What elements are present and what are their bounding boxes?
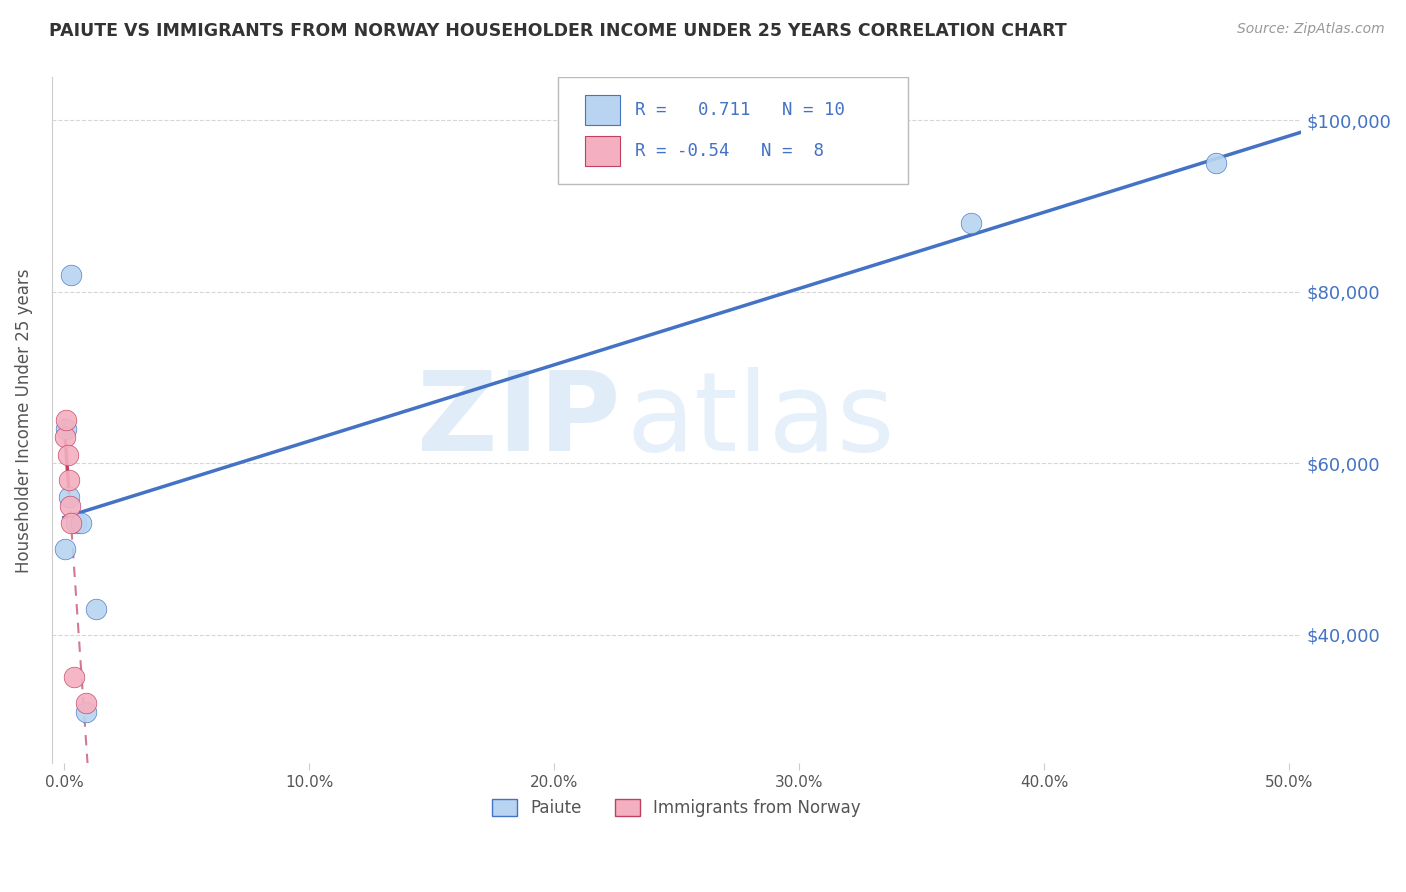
Text: ZIP: ZIP: [418, 367, 620, 474]
Y-axis label: Householder Income Under 25 years: Householder Income Under 25 years: [15, 268, 32, 573]
Point: [58, 491, 80, 505]
Point: [53, 430, 76, 444]
Point: [959, 216, 981, 230]
Text: Source: ZipAtlas.com: Source: ZipAtlas.com: [1237, 22, 1385, 37]
Point: [75, 705, 97, 719]
Legend: Paiute, Immigrants from Norway: Paiute, Immigrants from Norway: [485, 792, 868, 823]
FancyBboxPatch shape: [558, 78, 908, 184]
Point: [65, 516, 87, 530]
Point: [55, 413, 77, 427]
Text: R = -0.54   N =  8: R = -0.54 N = 8: [636, 142, 824, 160]
Text: R =   0.711   N = 10: R = 0.711 N = 10: [636, 101, 845, 120]
Point: [60, 516, 83, 530]
Point: [70, 516, 93, 530]
Point: [53, 541, 76, 556]
Point: [1205, 156, 1227, 170]
Point: [75, 696, 97, 710]
Text: atlas: atlas: [627, 367, 896, 474]
Point: [84, 602, 107, 616]
Bar: [585, 136, 620, 166]
Point: [62, 670, 84, 684]
Point: [58, 473, 80, 487]
Point: [56, 448, 79, 462]
Point: [55, 422, 77, 436]
Bar: [585, 95, 620, 125]
Point: [59, 499, 82, 513]
Text: PAIUTE VS IMMIGRANTS FROM NORWAY HOUSEHOLDER INCOME UNDER 25 YEARS CORRELATION C: PAIUTE VS IMMIGRANTS FROM NORWAY HOUSEHO…: [49, 22, 1067, 40]
Point: [60, 268, 83, 282]
